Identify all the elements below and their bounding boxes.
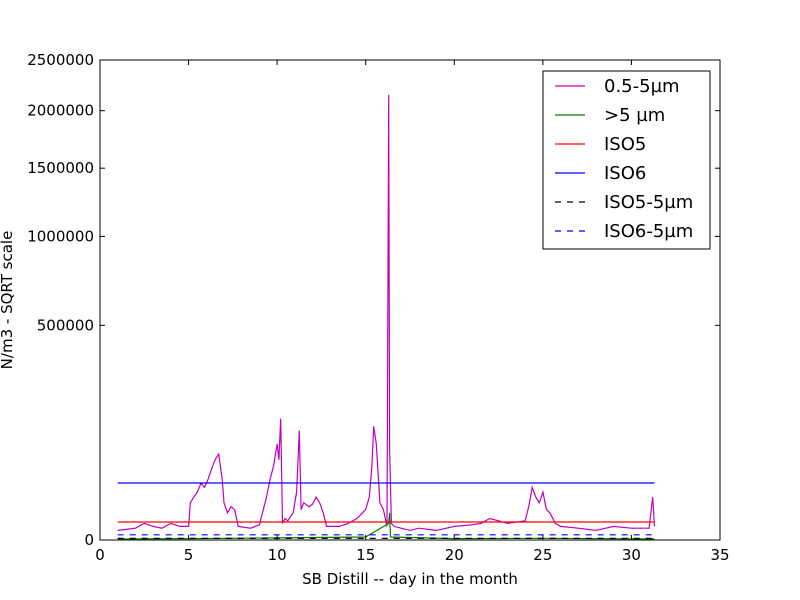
legend-label-0: 0.5-5µm [604, 76, 680, 97]
x-tick-label: 25 [533, 546, 552, 564]
ticks-layer: 0 5 10 15 20 25 30 35 0 500000 1000000 1500000 20000… [27, 51, 729, 564]
x-axis-label: SB Distill -- day in the month [302, 570, 518, 588]
y-tick-label: 1500000 [27, 159, 94, 177]
plot-frame [99, 59, 721, 541]
y-tick-label: 0 [84, 531, 94, 549]
x-tick-label: 20 [445, 546, 464, 564]
y-axis-label: N/m3 - SQRT scale [0, 231, 16, 370]
y-tick-label: 2000000 [27, 102, 94, 120]
x-tick-label: 35 [710, 546, 729, 564]
legend-label-3: ISO6 [604, 163, 646, 184]
legend-label-2: ISO5 [604, 134, 646, 155]
x-tick-label: 30 [622, 546, 641, 564]
y-tick-label: 2500000 [27, 51, 94, 69]
series-layer [117, 94, 656, 540]
legend-label-1: >5 µm [604, 105, 665, 126]
series-line-0 [117, 94, 656, 532]
y-tick-label: 1000000 [27, 227, 94, 245]
legend-box [542, 70, 711, 250]
x-tick-label: 10 [268, 546, 287, 564]
series-line-1 [117, 512, 655, 540]
legend-label-5: ISO6-5µm [604, 221, 693, 242]
legend: 0.5-5µm >5 µm ISO5 ISO6 ISO5-5µm ISO6-5µm [542, 70, 711, 250]
y-tick-label: 500000 [37, 316, 94, 334]
x-tick-label: 15 [356, 546, 375, 564]
legend-label-4: ISO5-5µm [604, 192, 693, 213]
x-tick-label: 5 [184, 546, 194, 564]
x-tick-label: 0 [95, 546, 105, 564]
